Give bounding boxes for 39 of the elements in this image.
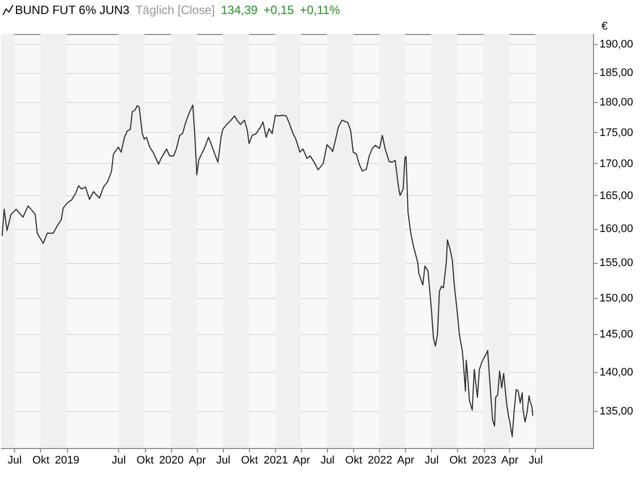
y-tick-label: 170,00 [600,158,634,170]
x-tick-label: 2022 [368,454,392,466]
y-tick-label: 135,00 [600,405,634,418]
x-tick-label: Jul [528,454,543,466]
x-tick-label: Jul [216,454,230,466]
x-tick-label: 2021 [264,454,288,466]
x-tick-label: Okt [345,454,362,466]
y-tick-label: 165,00 [600,190,634,202]
x-tick-label: Apr [188,454,206,466]
y-axis-title: € [602,20,608,32]
y-tick-label: 155,00 [600,257,634,270]
text: +0,15 [264,3,294,17]
y-tick-label: 175,00 [600,126,634,139]
y-tick-label: 145,00 [600,328,634,341]
y-tick-label: 185,00 [600,67,634,80]
x-tick-label: Jul [424,454,439,466]
y-tick-label: 150,00 [600,292,634,304]
x-tick-label: Apr [501,454,519,466]
y-tick-label: 190,00 [600,38,634,51]
line-series [2,104,534,438]
x-tick-label: Okt [136,454,154,466]
text: 134,39 [220,3,258,17]
text: +0,11% [300,3,340,17]
x-tick-label: Apr [292,454,310,466]
x-tick-label: 2019 [54,454,80,466]
y-tick-label: 180,00 [600,96,634,109]
chart-subtitle: Täglich [Close] [135,3,215,17]
y-tick-label: 160,00 [600,223,634,236]
x-tick-label: Okt [449,454,466,466]
x-tick-label: 2020 [159,454,184,466]
x-tick-label: Jul [112,454,126,466]
x-tick-label: Jul [320,454,334,466]
x-tick-label: Okt [240,454,258,466]
chart-title: BUND FUT 6% JUN3 [15,3,130,17]
x-tick-label: Okt [32,454,50,466]
y-tick-label: 140,00 [600,366,634,378]
x-tick-label: Apr [397,454,415,466]
x-tick-label: Jul [8,454,22,466]
x-tick-label: 2023 [472,454,496,466]
